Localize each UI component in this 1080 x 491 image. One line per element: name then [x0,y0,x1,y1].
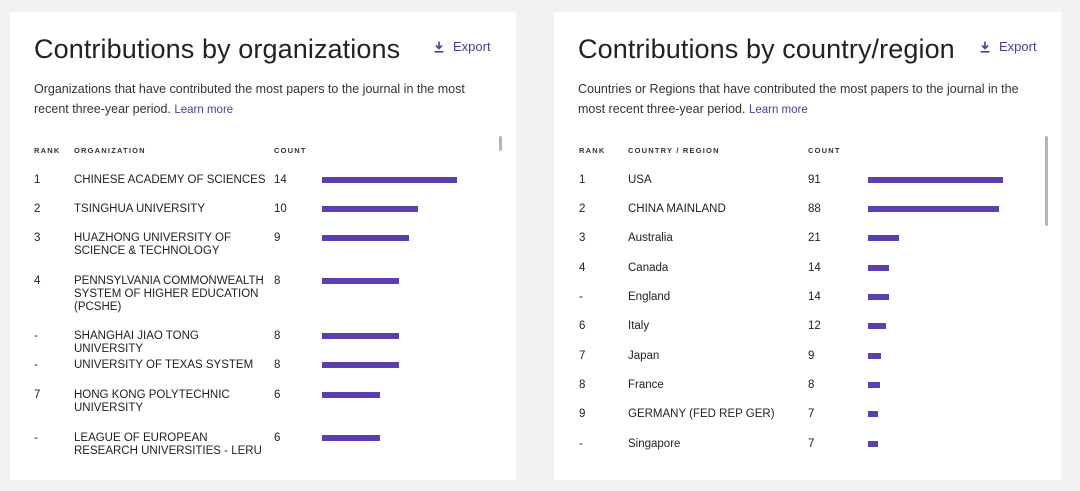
count-cell: 7 [808,438,815,450]
count-cell: 6 [274,432,281,444]
organizations-table: RANK ORGANIZATION COUNT 1 CHINESE ACADEMY… [10,12,516,480]
rank-cell: - [579,291,583,303]
name-cell: SHANGHAI JIAO TONG UNIVERSITY [74,330,199,355]
export-button[interactable]: Export [434,39,491,54]
rank-cell: 2 [34,203,41,215]
count-bar [322,235,409,241]
count-cell: 8 [808,379,815,391]
download-icon [434,41,444,53]
count-cell: 12 [808,320,821,332]
rank-cell: 7 [34,389,41,401]
scroll-fade [10,454,516,480]
count-bar [868,206,999,212]
rank-cell: 4 [579,262,586,274]
name-cell: Australia [628,232,673,244]
name-cell: HUAZHONG UNIVERSITY OF SCIENCE & TECHNOL… [74,232,231,257]
panel-title: Contributions by organizations [34,34,401,64]
count-cell: 88 [808,203,821,215]
name-cell: France [628,379,664,391]
scrollbar[interactable] [1045,136,1048,226]
export-label: Export [453,39,491,54]
rank-cell: 3 [579,232,586,244]
count-cell: 9 [808,350,815,362]
count-bar [868,177,1003,183]
scrollbar[interactable] [499,136,502,151]
rank-cell: 4 [34,275,41,287]
rank-cell: 7 [579,350,586,362]
count-cell: 9 [274,232,281,244]
count-bar [868,382,880,388]
name-cell: Japan [628,350,660,362]
export-label: Export [999,39,1037,54]
rank-cell: 9 [579,408,586,420]
rank-cell: - [579,438,583,450]
count-bar [322,435,380,441]
name-cell: CHINESE ACADEMY OF SCIENCES [74,174,266,186]
country-region-header: COUNTRY / REGION [628,146,720,155]
count-cell: 8 [274,330,281,342]
name-cell: PENNSYLVANIA COMMONWEALTH SYSTEM OF HIGH… [74,275,264,313]
rank-cell: - [34,359,38,371]
count-header: COUNT [274,146,307,155]
description-text: Organizations that have contributed the … [34,82,465,116]
count-bar [322,177,457,183]
count-cell: 14 [808,262,821,274]
rank-cell: 1 [579,174,586,186]
name-cell: Canada [628,262,669,274]
name-cell: Singapore [628,438,681,450]
name-cell: Italy [628,320,650,332]
count-cell: 14 [808,291,821,303]
count-cell: 8 [274,275,281,287]
rank-cell: - [34,432,38,444]
count-bar [322,206,418,212]
scroll-fade [554,454,1061,480]
count-bar [868,323,886,329]
learn-more-link[interactable]: Learn more [174,103,234,116]
count-bar [868,235,899,241]
count-bar [322,278,399,284]
name-cell: USA [628,174,652,186]
count-cell: 10 [274,203,287,215]
learn-more-link[interactable]: Learn more [748,103,808,116]
name-cell: GERMANY (FED REP GER) [628,408,775,420]
name-cell: UNIVERSITY OF TEXAS SYSTEM [74,359,254,371]
count-bar [868,441,878,447]
organization-header: ORGANIZATION [74,146,146,155]
country-region-table: RANK COUNTRY / REGION COUNT 1 USA 91 2 CHINA… [554,12,1061,480]
rank-cell: 1 [34,174,41,186]
count-bar [868,265,889,271]
count-cell: 7 [808,408,815,420]
count-bar [868,294,889,300]
count-cell: 91 [808,174,821,186]
rank-cell: 8 [579,379,586,391]
rank-header: RANK [579,146,606,155]
count-bar [322,392,380,398]
count-bar [322,333,399,339]
rank-cell: 6 [579,320,586,332]
panel-description: Organizations that have contributed the … [34,80,494,120]
count-cell: 8 [274,359,281,371]
organizations-panel: Contributions by organizations Export Or… [10,12,516,480]
rank-cell: 2 [579,203,586,215]
export-button[interactable]: Export [980,39,1037,54]
name-cell: HONG KONG POLYTECHNIC UNIVERSITY [74,389,230,414]
count-cell: 6 [274,389,281,401]
rank-header: RANK [34,146,61,155]
rank-cell: - [34,330,38,342]
name-cell: CHINA MAINLAND [628,203,726,215]
count-bar [868,411,878,417]
name-cell: TSINGHUA UNIVERSITY [74,203,205,215]
description-text: Countries or Regions that have contribut… [578,82,1019,116]
count-bar [868,353,881,359]
country-region-panel: Contributions by country/region Export C… [554,12,1061,480]
count-header: COUNT [808,146,841,155]
panel-title: Contributions by country/region [578,34,955,64]
count-cell: 21 [808,232,821,244]
name-cell: England [628,291,671,303]
download-icon [980,41,990,53]
count-cell: 14 [274,174,287,186]
count-bar [322,362,399,368]
panel-description: Countries or Regions that have contribut… [578,80,1038,120]
rank-cell: 3 [34,232,41,244]
